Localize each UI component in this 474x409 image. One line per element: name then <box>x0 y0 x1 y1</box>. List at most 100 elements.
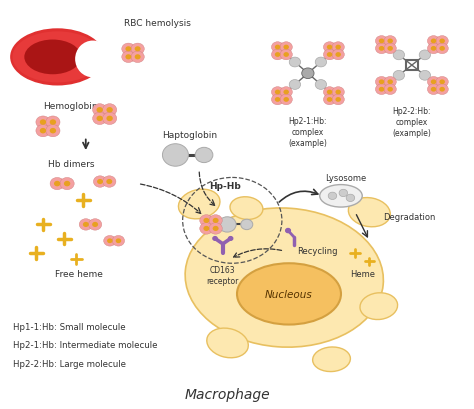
Circle shape <box>126 55 131 60</box>
Circle shape <box>439 47 445 52</box>
Circle shape <box>106 180 112 184</box>
Circle shape <box>384 77 396 88</box>
Circle shape <box>46 117 60 129</box>
Circle shape <box>336 53 341 58</box>
Text: Hemoglobin: Hemoglobin <box>43 102 98 111</box>
Circle shape <box>327 98 332 103</box>
Circle shape <box>97 116 103 122</box>
Circle shape <box>219 217 236 233</box>
Circle shape <box>431 80 437 85</box>
Text: Degradation: Degradation <box>383 212 436 221</box>
Circle shape <box>103 176 116 188</box>
Circle shape <box>203 226 210 231</box>
Circle shape <box>327 53 332 58</box>
Circle shape <box>275 53 280 58</box>
Circle shape <box>275 98 280 103</box>
Circle shape <box>280 50 292 61</box>
Circle shape <box>50 120 56 126</box>
Circle shape <box>323 95 336 106</box>
Circle shape <box>64 181 70 187</box>
Circle shape <box>283 45 289 50</box>
Circle shape <box>428 85 440 95</box>
Circle shape <box>384 44 396 54</box>
Circle shape <box>116 239 121 244</box>
Circle shape <box>102 113 117 125</box>
Circle shape <box>213 226 219 231</box>
Circle shape <box>379 80 384 85</box>
Circle shape <box>135 55 141 60</box>
Circle shape <box>40 120 46 126</box>
Ellipse shape <box>360 293 398 320</box>
Text: Hp2-2:Hb:
complex
(example): Hp2-2:Hb: complex (example) <box>392 107 431 138</box>
Ellipse shape <box>230 197 263 220</box>
Circle shape <box>323 43 336 53</box>
Circle shape <box>275 45 280 50</box>
Circle shape <box>280 43 292 53</box>
Circle shape <box>83 222 89 227</box>
Circle shape <box>327 45 332 50</box>
Circle shape <box>60 178 74 190</box>
Circle shape <box>46 125 60 137</box>
Text: Free heme: Free heme <box>55 269 103 278</box>
Ellipse shape <box>12 32 102 83</box>
Circle shape <box>275 90 280 95</box>
Text: Hb dimers: Hb dimers <box>48 159 94 168</box>
Circle shape <box>336 45 341 50</box>
Circle shape <box>323 88 336 98</box>
Circle shape <box>387 80 393 85</box>
Circle shape <box>102 104 117 117</box>
Circle shape <box>79 219 92 231</box>
Circle shape <box>419 71 430 81</box>
Circle shape <box>339 190 347 197</box>
Ellipse shape <box>313 347 350 372</box>
Circle shape <box>332 95 344 106</box>
Circle shape <box>50 178 64 190</box>
Circle shape <box>112 236 125 247</box>
Ellipse shape <box>75 41 110 78</box>
Circle shape <box>50 128 56 134</box>
Text: Nucleous: Nucleous <box>265 289 313 299</box>
Circle shape <box>436 36 448 47</box>
Circle shape <box>384 85 396 95</box>
Circle shape <box>209 223 222 235</box>
Circle shape <box>439 80 445 85</box>
Circle shape <box>241 220 253 230</box>
Circle shape <box>89 219 102 231</box>
Text: CD163
receptor: CD163 receptor <box>207 265 239 285</box>
Circle shape <box>104 236 116 247</box>
Circle shape <box>431 39 437 44</box>
Circle shape <box>387 39 393 44</box>
Circle shape <box>280 95 292 106</box>
Circle shape <box>200 223 213 235</box>
Circle shape <box>54 181 60 187</box>
Circle shape <box>436 85 448 95</box>
Text: RBC hemolysis: RBC hemolysis <box>124 19 191 27</box>
Circle shape <box>428 44 440 54</box>
Circle shape <box>228 237 233 240</box>
Text: Hp2-1:Hb:
complex
(example): Hp2-1:Hb: complex (example) <box>289 117 328 148</box>
Text: Heme: Heme <box>350 269 375 278</box>
Circle shape <box>131 44 144 55</box>
Circle shape <box>315 81 327 90</box>
Circle shape <box>428 36 440 47</box>
Circle shape <box>272 88 284 98</box>
Circle shape <box>439 88 445 92</box>
Circle shape <box>328 193 337 200</box>
Circle shape <box>436 44 448 54</box>
Circle shape <box>387 47 393 52</box>
Circle shape <box>384 36 396 47</box>
Text: Recycling: Recycling <box>297 247 337 256</box>
Text: Haptoglobin: Haptoglobin <box>162 131 217 140</box>
Circle shape <box>122 52 135 63</box>
Circle shape <box>289 81 301 90</box>
Ellipse shape <box>237 264 341 325</box>
Circle shape <box>283 90 289 95</box>
Circle shape <box>163 144 189 167</box>
Bar <box>406 61 418 71</box>
Circle shape <box>36 125 50 137</box>
Circle shape <box>107 116 113 122</box>
Circle shape <box>332 50 344 61</box>
Text: Hp-Hb: Hp-Hb <box>210 182 241 191</box>
Circle shape <box>436 77 448 88</box>
Circle shape <box>40 128 46 134</box>
